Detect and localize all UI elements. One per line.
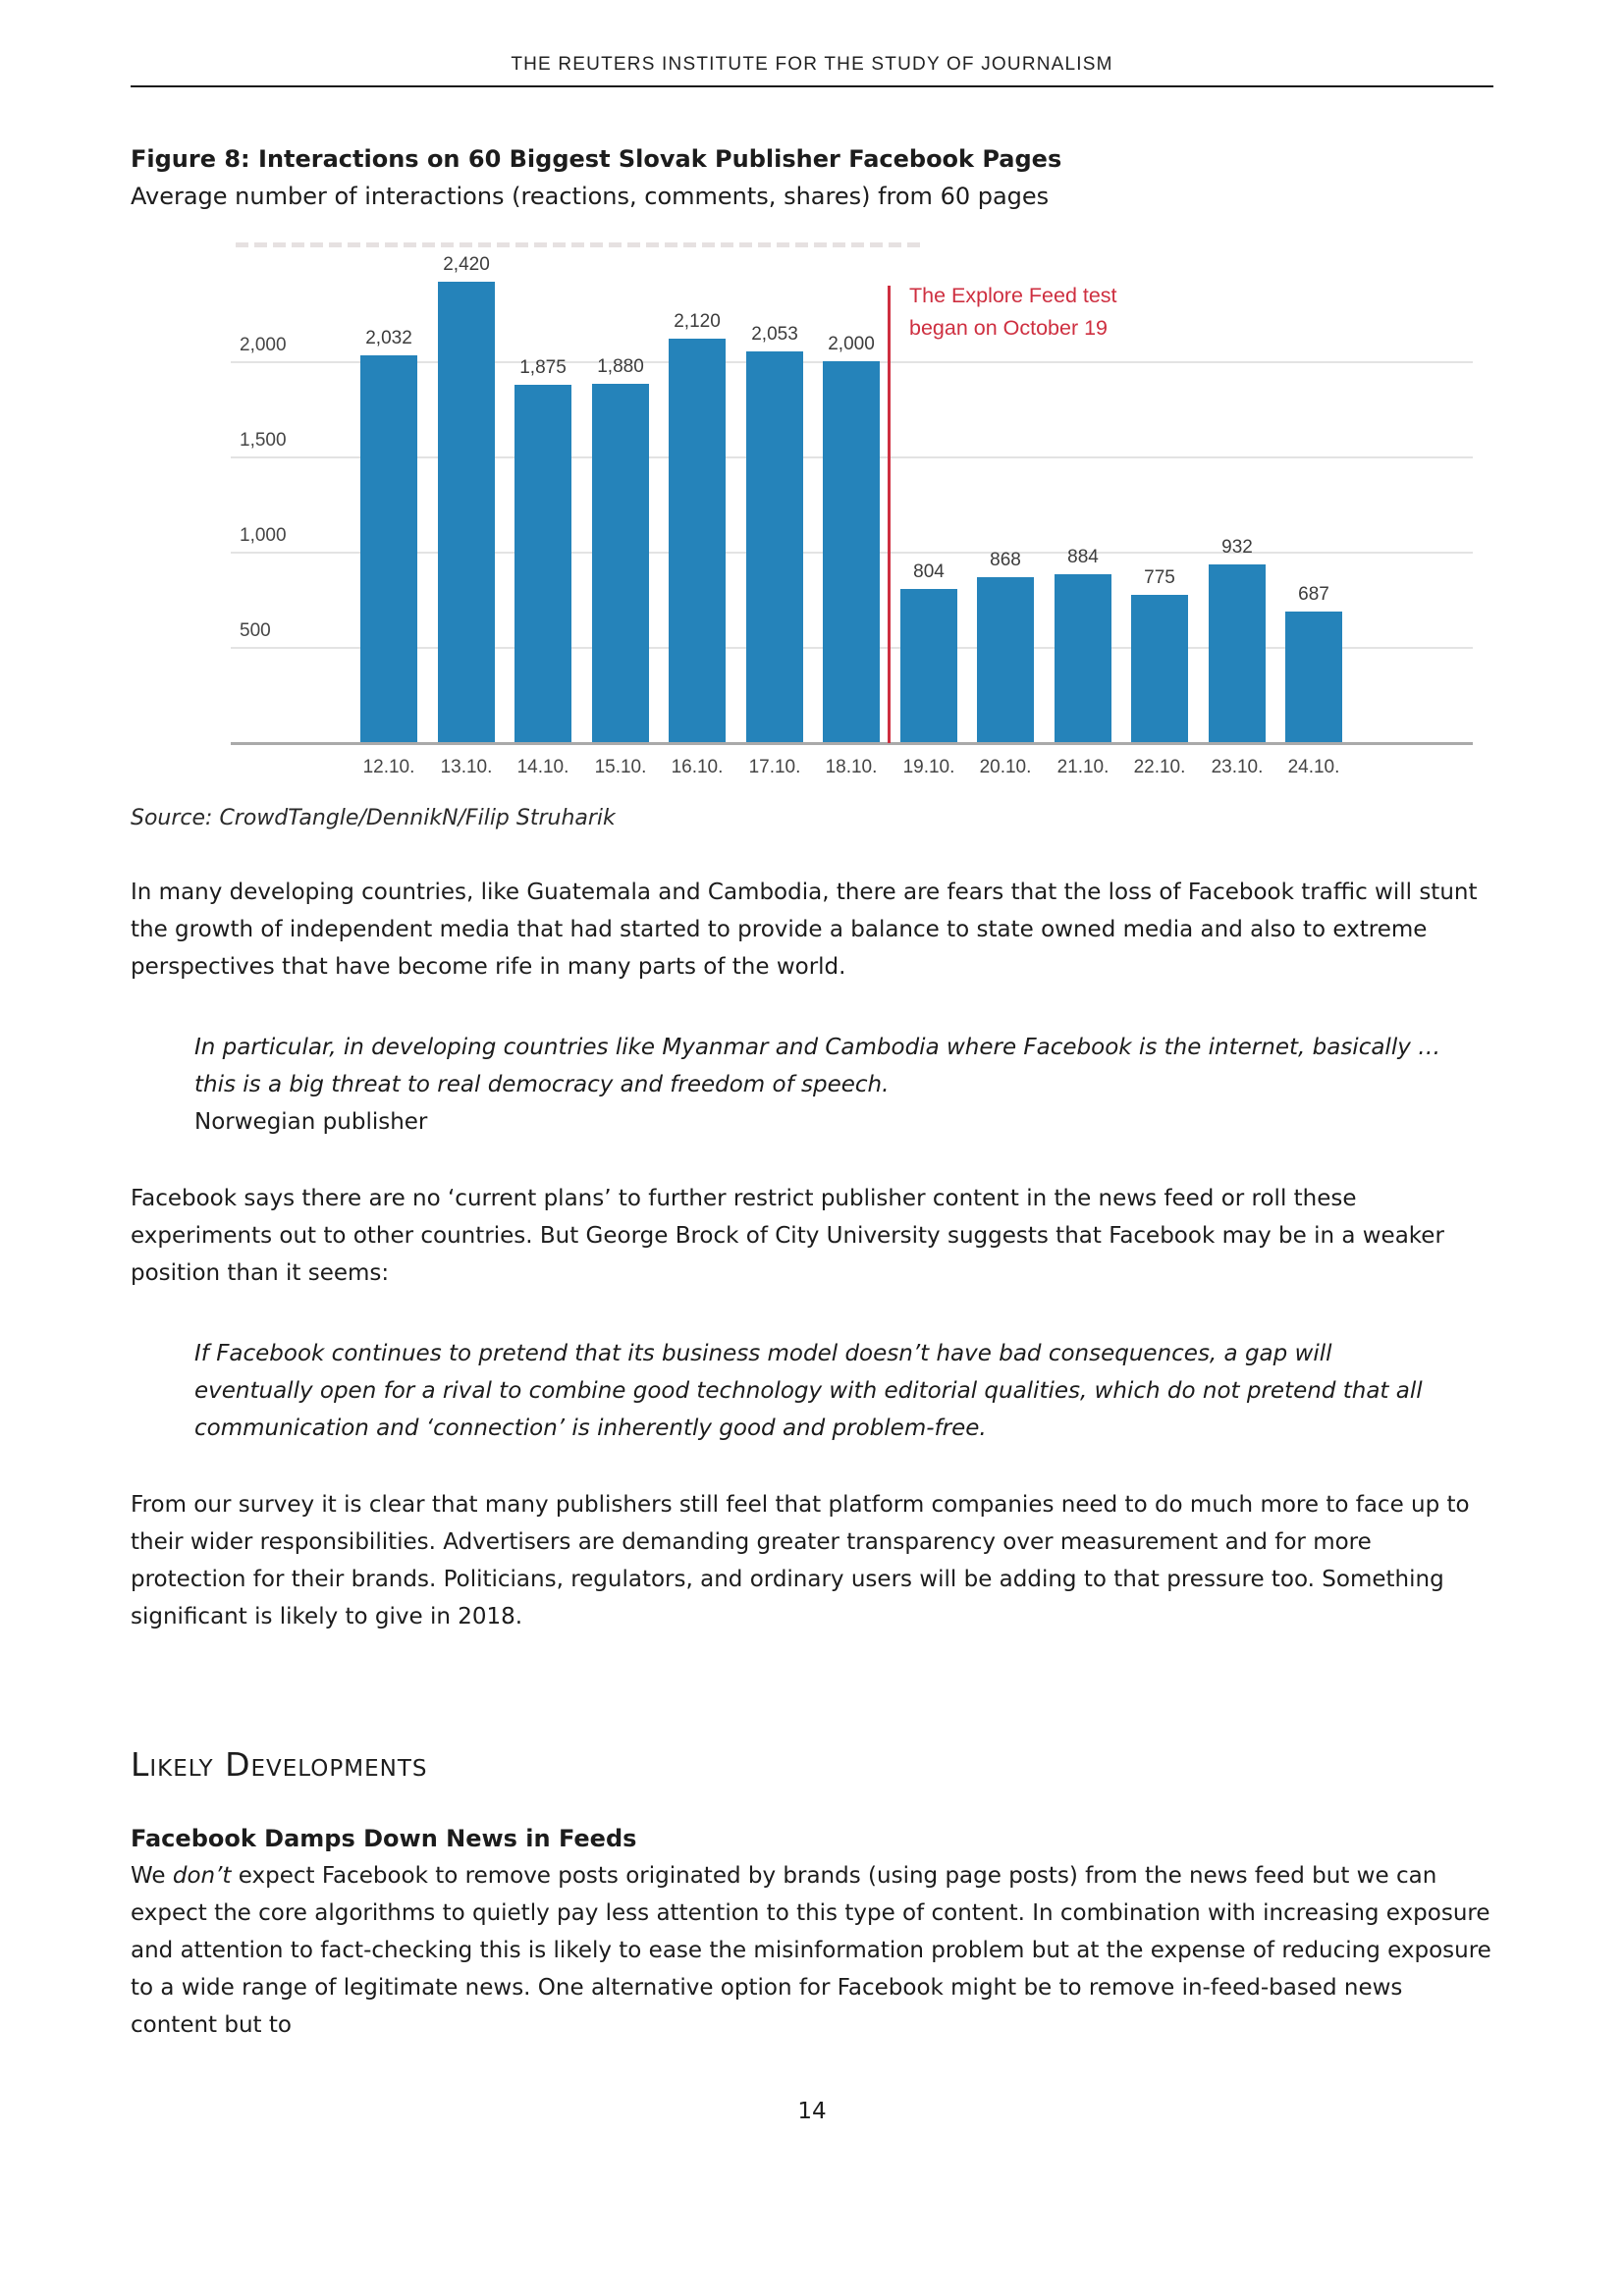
body-paragraph-4: We don’t expect Facebook to remove posts… — [131, 1857, 1493, 2044]
x-tick-label: 14.10. — [516, 757, 569, 777]
bar-value-label: 884 — [1067, 547, 1099, 567]
bar — [1055, 574, 1111, 742]
explore-feed-line — [888, 286, 891, 743]
x-tick-label: 18.10. — [825, 757, 878, 777]
x-tick-label: 16.10. — [671, 757, 724, 777]
annotation-line-2: began on October 19 — [909, 316, 1109, 340]
bar-value-label: 1,880 — [597, 356, 644, 377]
bar-value-label: 868 — [990, 550, 1021, 570]
subsection-heading: Facebook Damps Down News in Feeds — [131, 1825, 637, 1852]
y-tick-label: 2,000 — [240, 335, 287, 355]
bar — [1209, 564, 1266, 742]
bar-value-label: 2,420 — [443, 254, 490, 275]
bar-value-label: 2,053 — [751, 324, 798, 345]
x-tick-label: 12.10. — [362, 757, 415, 777]
quote-text: In particular, in developing countries l… — [194, 1035, 1441, 1097]
quote-text: If Facebook continues to pretend that it… — [194, 1341, 1423, 1441]
figure-title: Figure 8: Interactions on 60 Biggest Slo… — [131, 145, 1062, 173]
bar — [360, 355, 417, 742]
header-rule — [131, 85, 1493, 87]
bar — [514, 385, 571, 742]
bar-value-label: 1,875 — [519, 357, 567, 378]
bar — [823, 361, 880, 742]
x-axis-line — [231, 742, 1473, 745]
bar — [669, 339, 726, 742]
bar — [592, 384, 649, 742]
x-tick-label: 24.10. — [1287, 757, 1340, 777]
x-tick-label: 22.10. — [1133, 757, 1186, 777]
x-tick-label: 19.10. — [902, 757, 955, 777]
bar — [977, 577, 1034, 742]
x-tick-label: 15.10. — [594, 757, 647, 777]
body-paragraph-1: In many developing countries, like Guate… — [131, 880, 1478, 980]
body-paragraph-3: From our survey it is clear that many pu… — [131, 1492, 1470, 1629]
figure-subtitle: Average number of interactions (reaction… — [131, 183, 1050, 210]
x-tick-label: 13.10. — [440, 757, 493, 777]
bar-value-label: 804 — [913, 561, 945, 582]
page-number: 14 — [797, 2099, 827, 2124]
body-paragraph-2: Facebook says there are no ‘current plan… — [131, 1186, 1444, 1286]
bar — [746, 351, 803, 742]
pull-quote-2: If Facebook continues to pretend that it… — [194, 1335, 1454, 1447]
section-heading: Likely Developments — [131, 1745, 428, 1784]
paragraph-text: We — [131, 1863, 173, 1889]
bar-value-label: 2,120 — [674, 311, 721, 332]
y-tick-label: 1,500 — [240, 430, 287, 451]
annotation-line-1: The Explore Feed test — [909, 284, 1117, 307]
x-tick-label: 20.10. — [979, 757, 1032, 777]
paragraph-italic-text: don’t — [172, 1863, 232, 1889]
bar-value-label: 932 — [1221, 537, 1253, 558]
faded-artifact-line — [236, 242, 923, 247]
explore-feed-annotation: The Explore Feed test began on October 1… — [909, 280, 1117, 345]
y-tick-label: 1,000 — [240, 525, 287, 546]
bar — [1285, 612, 1342, 742]
running-head: THE REUTERS INSTITUTE FOR THE STUDY OF J… — [511, 54, 1113, 75]
bar-value-label: 2,032 — [365, 328, 412, 348]
quote-attribution: Norwegian publisher — [194, 1109, 428, 1135]
bar — [900, 589, 957, 742]
x-tick-label: 21.10. — [1056, 757, 1110, 777]
bar-value-label: 2,000 — [828, 334, 875, 354]
y-tick-label: 500 — [240, 620, 271, 641]
bar-value-label: 775 — [1144, 567, 1175, 588]
paragraph-text: expect Facebook to remove posts originat… — [131, 1863, 1491, 2038]
bar — [1131, 595, 1188, 742]
bar-value-label: 687 — [1298, 584, 1329, 605]
bar — [438, 282, 495, 742]
figure-source: Source: CrowdTangle/DennikN/Filip Struha… — [131, 806, 616, 830]
x-tick-label: 23.10. — [1211, 757, 1264, 777]
figure-chart: 500 1,000 1,500 2,000 2,032 12.10. 2,420 13.10.… — [152, 235, 1517, 782]
x-tick-label: 17.10. — [748, 757, 801, 777]
pull-quote-1: In particular, in developing countries l… — [194, 1029, 1454, 1141]
